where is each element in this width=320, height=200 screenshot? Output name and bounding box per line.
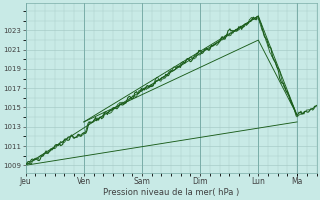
- X-axis label: Pression niveau de la mer( hPa ): Pression niveau de la mer( hPa ): [103, 188, 239, 197]
